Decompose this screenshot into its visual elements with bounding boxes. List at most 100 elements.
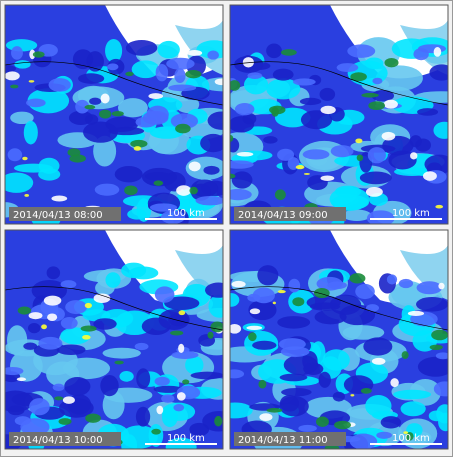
echo: [47, 313, 58, 321]
echo: [429, 344, 443, 351]
echo: [327, 281, 347, 290]
timestamp-bg: [9, 207, 121, 221]
echo: [244, 74, 269, 95]
echo: [318, 371, 331, 388]
echo: [64, 376, 91, 396]
echo: [29, 49, 36, 60]
echo: [41, 324, 47, 330]
timestamp-bg: [234, 207, 346, 221]
echo: [350, 394, 355, 397]
echo: [151, 428, 161, 435]
echo: [398, 278, 414, 289]
echo: [281, 387, 312, 397]
echo: [230, 80, 241, 91]
echo: [134, 342, 149, 351]
echo: [5, 172, 34, 193]
echo: [23, 120, 38, 145]
radar-panel: [230, 5, 448, 224]
echo: [422, 171, 437, 181]
scale-label: 100 km: [392, 433, 430, 444]
echo: [230, 369, 245, 379]
scale-label: 100 km: [167, 433, 205, 444]
echo: [149, 203, 178, 212]
echo: [69, 154, 86, 163]
echo: [68, 110, 93, 126]
echo: [329, 187, 370, 211]
echo: [5, 64, 17, 73]
echo: [161, 394, 175, 403]
echo: [277, 316, 311, 329]
echo: [185, 355, 204, 375]
echo: [58, 418, 72, 425]
echo: [54, 396, 64, 401]
echo: [210, 321, 223, 333]
echo: [230, 173, 236, 179]
echo: [125, 39, 158, 56]
echo: [249, 308, 261, 315]
echo: [386, 274, 398, 285]
echo: [347, 44, 376, 58]
echo: [336, 63, 359, 72]
echo: [424, 154, 448, 174]
echo: [383, 99, 398, 109]
echo: [114, 166, 143, 183]
radar-panel: [5, 5, 223, 224]
echo: [257, 265, 279, 286]
echo: [380, 416, 402, 429]
echo: [174, 68, 186, 84]
echo: [350, 72, 367, 82]
echo: [277, 148, 295, 161]
echo: [105, 38, 123, 63]
echo: [214, 415, 223, 427]
echo: [22, 156, 28, 161]
echo: [60, 316, 78, 330]
echo: [230, 160, 254, 169]
echo: [364, 57, 384, 70]
echo: [46, 266, 61, 280]
echo: [252, 340, 277, 350]
echo: [185, 69, 202, 79]
echo: [75, 99, 90, 114]
echo: [303, 362, 324, 375]
echo: [382, 135, 414, 156]
echo: [124, 185, 138, 196]
echo: [14, 60, 31, 69]
echo: [7, 405, 25, 416]
echo: [175, 95, 200, 114]
echo: [105, 116, 139, 132]
echo: [98, 109, 112, 119]
echo: [263, 136, 278, 144]
echo: [272, 301, 276, 305]
echo: [114, 360, 124, 365]
echo: [93, 135, 117, 167]
panel-border: [4, 4, 224, 225]
echo: [170, 330, 184, 336]
echo: [342, 209, 372, 221]
echo: [433, 121, 448, 139]
echo: [5, 366, 24, 376]
echo: [266, 408, 283, 413]
echo: [435, 352, 448, 360]
panel-border: [4, 229, 224, 450]
echo: [93, 318, 117, 330]
echo: [127, 208, 147, 220]
echo: [135, 406, 151, 427]
echo: [248, 299, 277, 321]
echo: [203, 165, 220, 175]
echo: [144, 172, 172, 181]
echo: [82, 334, 91, 340]
echo: [102, 390, 125, 420]
echo: [405, 432, 414, 441]
echo: [125, 71, 134, 77]
echo: [65, 300, 88, 315]
echo: [189, 422, 210, 437]
echo: [316, 416, 329, 427]
echo: [234, 103, 255, 116]
timestamp-bg: [9, 432, 121, 446]
echo: [332, 391, 345, 402]
echo: [164, 296, 200, 311]
panel-border: [229, 229, 449, 450]
echo: [175, 123, 191, 134]
echo: [302, 149, 330, 160]
